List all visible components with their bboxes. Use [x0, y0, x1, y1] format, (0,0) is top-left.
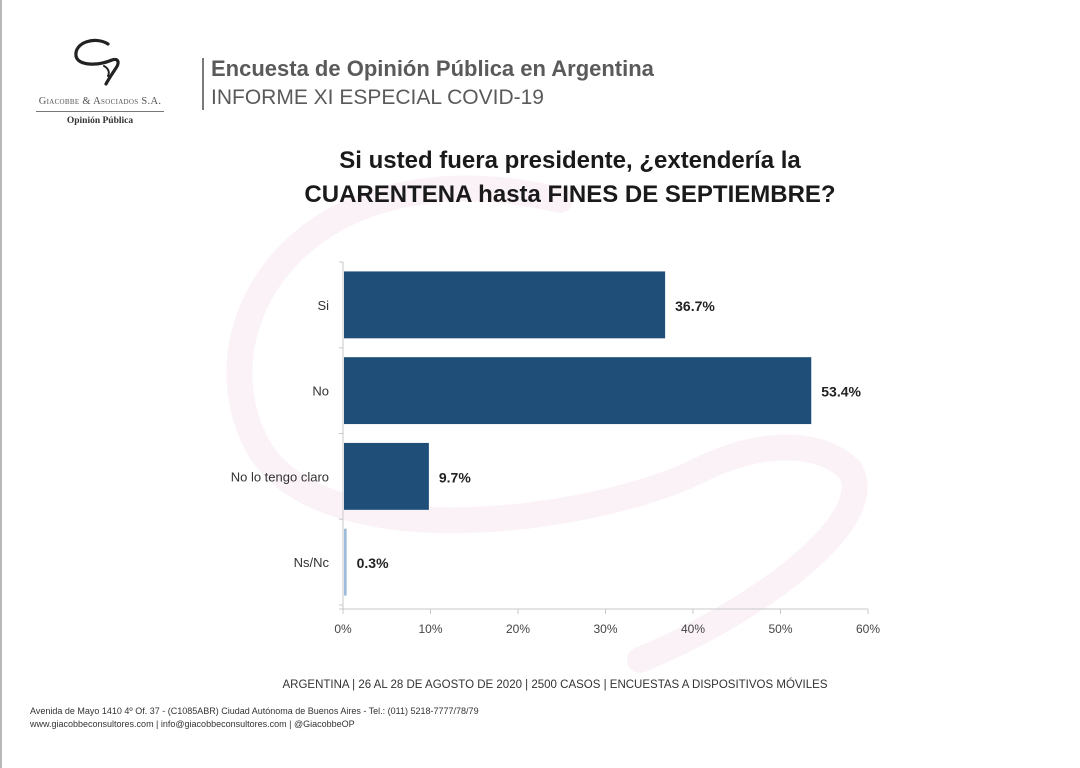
- x-tick-label: 50%: [768, 622, 792, 636]
- report-subtitle: INFORME XI ESPECIAL COVID-19: [211, 86, 544, 109]
- data-label: 53.4%: [821, 384, 861, 400]
- category-label: Ns/Nc: [294, 555, 330, 570]
- bar: [344, 442, 429, 510]
- x-tick-label: 60%: [856, 622, 880, 636]
- x-tick-label: 40%: [681, 622, 705, 636]
- bar: [344, 271, 666, 339]
- address-line: Avenida de Mayo 1410 4º Of. 37 - (C1085A…: [30, 706, 479, 716]
- data-label: 36.7%: [675, 298, 715, 314]
- x-tick-label: 30%: [593, 622, 617, 636]
- survey-methodology: ARGENTINA | 26 AL 28 DE AGOSTO DE 2020 |…: [282, 679, 828, 691]
- report-title: Encuesta de Opinión Pública en Argentina: [211, 56, 654, 81]
- category-label: Si: [317, 298, 329, 313]
- category-label: No: [312, 384, 329, 399]
- chart-title-line-2: CUARENTENA hasta FINES DE SEPTIEMBRE?: [304, 181, 836, 208]
- bar: [344, 357, 812, 425]
- chart-title: Si usted fuera presidente, ¿extendería l…: [220, 144, 920, 212]
- logo-divider: [36, 111, 164, 112]
- header-accent-bar: [202, 58, 204, 110]
- category-label: No lo tengo claro: [231, 469, 329, 484]
- x-tick-label: 10%: [418, 622, 442, 636]
- contact-info: Avenida de Mayo 1410 4º Of. 37 - (C1085A…: [30, 705, 479, 731]
- bar: [344, 528, 347, 596]
- chart-title-line-1: Si usted fuera presidente, ¿extendería l…: [339, 147, 801, 174]
- logo-division: Opinión Pública: [66, 116, 134, 126]
- logo-company-name: Giacobbe & Asociados S.A.: [38, 96, 162, 107]
- web-contact-line: www.giacobbeconsultores.com | info@giaco…: [30, 719, 355, 729]
- data-label: 0.3%: [357, 555, 389, 571]
- x-tick-label: 20%: [506, 622, 530, 636]
- data-label: 9.7%: [439, 469, 471, 485]
- slide-left-edge: [0, 0, 2, 768]
- x-tick-label: 0%: [334, 622, 352, 636]
- company-logo: Giacobbe & Asociados S.A. Opinión Públic…: [30, 38, 170, 133]
- logo-mark-icon: [74, 38, 120, 86]
